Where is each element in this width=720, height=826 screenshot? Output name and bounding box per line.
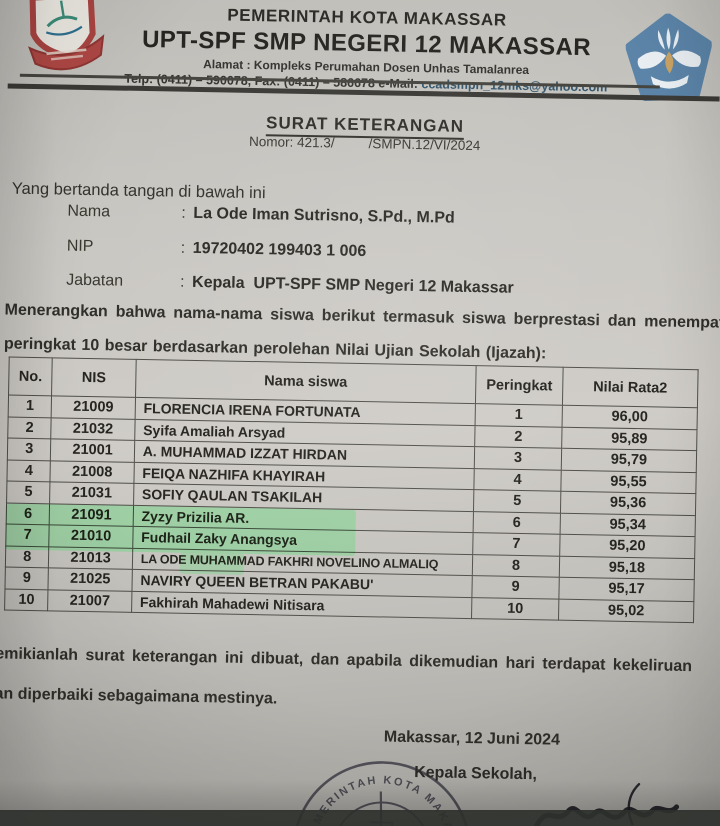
cell-score: 95,55 [560, 469, 697, 494]
col-header-peringkat: Peringkat [475, 365, 564, 406]
cell-score: 95,20 [559, 534, 696, 559]
opening-line: Yang bertanda tangan di bawah ini [11, 179, 266, 203]
field-jabatan-value: Kepala UPT-SPF SMP Negeri 12 Makassar [191, 273, 514, 297]
place-date: Makassar, 12 Juni 2024 [383, 728, 561, 749]
field-nip: NIP : 19720402 199403 1 006 [3, 236, 703, 260]
cell-rank: 4 [474, 468, 562, 492]
cell-no: 2 [7, 416, 52, 439]
field-jabatan-colon: : [179, 273, 185, 291]
cell-score: 96,00 [561, 405, 698, 430]
body-paragraph-line2-regular: peringkat 10 besar berdasarkan perolehan [3, 335, 336, 359]
body-paragraph-line2-bold: Nilai Ujian Sekolah (Ijazah): [335, 341, 547, 363]
cell-score: 95,18 [559, 555, 695, 580]
cell-nis: 21032 [51, 417, 135, 441]
cell-score: 95,34 [560, 512, 696, 537]
cell-score: 95,17 [558, 577, 695, 602]
field-nama-label: Nama [67, 202, 111, 221]
field-nip-colon: : [180, 239, 186, 257]
cell-rank: 3 [474, 446, 562, 470]
cell-nis: 21001 [50, 438, 135, 462]
col-header-no: No. [8, 357, 53, 396]
letter-number-right: /SMPN.12/VI/2024 [368, 136, 481, 154]
col-header-nama: Nama siswa [135, 359, 477, 404]
field-nip-value: 19720402 199403 1 006 [192, 239, 367, 261]
cell-rank: 6 [473, 511, 561, 535]
cell-nis: 21031 [49, 481, 134, 505]
cell-no: 1 [8, 395, 52, 418]
cell-score: 95,02 [558, 598, 694, 623]
cell-rank: 2 [474, 425, 562, 449]
cell-rank: 5 [473, 489, 561, 513]
field-jabatan-label: Jabatan [65, 271, 124, 290]
photo-edge-dark-band [0, 810, 720, 826]
cell-no: 3 [7, 438, 52, 461]
tut-wuri-handayani-icon [625, 12, 714, 110]
field-nama-value: La Ode Iman Sutrisno, S.Pd., M.Pd [193, 204, 455, 227]
field-nip-label: NIP [66, 237, 94, 256]
cell-nis: 21008 [50, 460, 135, 484]
cell-rank: 1 [475, 403, 563, 427]
makassar-city-crest-icon [16, 0, 114, 90]
cell-no: 4 [6, 459, 51, 482]
letter-number-left: Nomor: 421.3/ [248, 133, 335, 151]
cell-no: 10 [4, 588, 49, 611]
body-paragraph-line1: Menerangkan bahwa nama-nama siswa beriku… [4, 301, 720, 332]
ranking-table: No. NIS Nama siswa Peringkat Nilai Rata2… [4, 357, 699, 624]
cell-rank: 10 [471, 597, 559, 621]
field-nama: Nama : La Ode Iman Sutrisno, S.Pd., M.Pd [4, 201, 704, 227]
cell-rank: 7 [472, 532, 561, 556]
cell-no: 5 [6, 481, 51, 504]
closing-line2: an diperbaiki sebagaimana mestinya. [0, 685, 278, 708]
cell-score: 95,79 [561, 448, 697, 473]
cell-score: 95,36 [560, 491, 696, 516]
cell-no: 9 [4, 567, 49, 590]
highlighter-streak-row8 [179, 552, 245, 575]
signer-title: Kepala Sekolah, [414, 764, 538, 784]
closing-line1: emikianlah surat keterangan ini dibuat, … [0, 645, 693, 676]
col-header-nis: NIS [51, 357, 136, 398]
field-nama-colon: : [181, 204, 187, 222]
cell-nis: 21009 [51, 395, 136, 419]
highlighter-mark-rows6-7 [5, 503, 356, 556]
col-header-nilai: Nilai Rata2 [562, 367, 699, 408]
field-jabatan: Jabatan : Kepala UPT-SPF SMP Negeri 12 M… [2, 270, 702, 297]
cell-nis: 21007 [47, 589, 132, 613]
cell-score: 95,89 [561, 426, 698, 451]
cell-rank: 9 [472, 575, 560, 599]
cell-nis: 21025 [48, 567, 133, 591]
cell-rank: 8 [472, 554, 560, 578]
